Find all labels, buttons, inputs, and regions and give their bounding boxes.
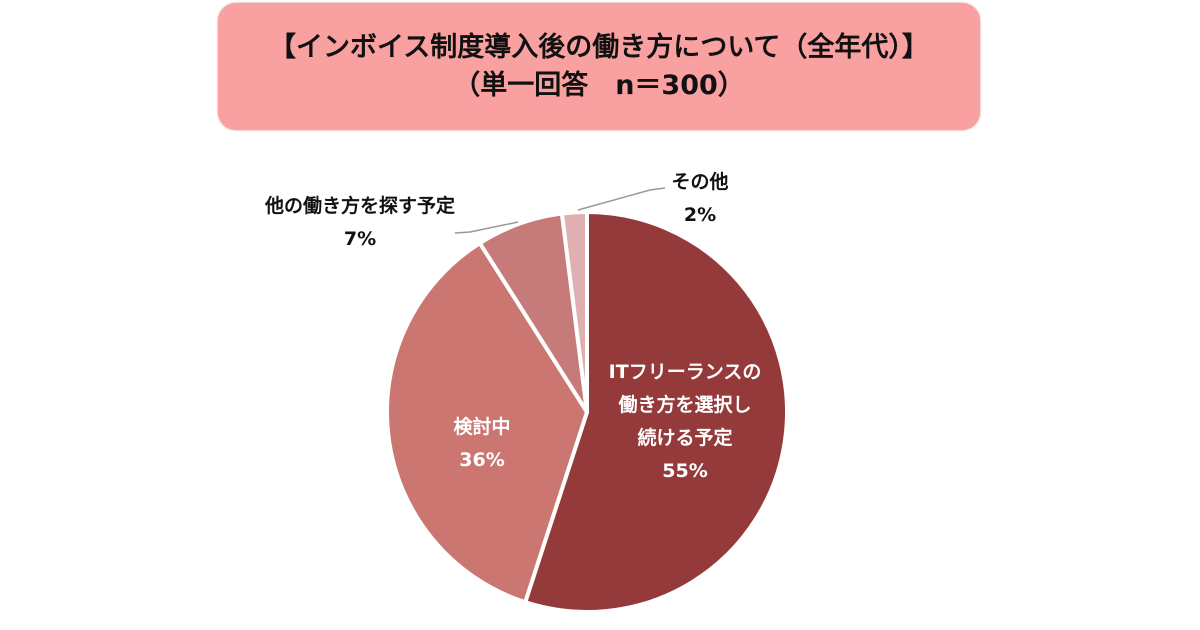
slice-value-label: 55% <box>662 460 707 482</box>
chart-title: 【インボイス制度導入後の働き方について（全年代）】 <box>269 32 929 63</box>
pie-slice-2 <box>385 240 590 605</box>
slice-value-label: 7% <box>344 228 376 250</box>
pie-slice-4 <box>559 209 589 413</box>
slice-label: その他 <box>671 170 728 193</box>
slice-value-label: 36% <box>459 449 504 471</box>
slice-label: 続ける予定 <box>637 426 732 449</box>
slice-label: 他の働き方を探す予定 <box>264 194 455 217</box>
slice-value-label: 2% <box>684 204 716 226</box>
leader-line <box>577 187 666 211</box>
slice-label: ITフリーランスの <box>609 361 762 383</box>
leader-line <box>454 221 519 234</box>
slice-label: 働き方を選択し <box>617 393 751 416</box>
chart-title-box: 【インボイス制度導入後の働き方について（全年代）】 （単一回答 n＝300） <box>218 3 980 130</box>
pie-slice-1 <box>522 209 789 614</box>
chart-subtitle: （単一回答 n＝300） <box>453 70 745 101</box>
slice-label: 検討中 <box>453 415 510 438</box>
